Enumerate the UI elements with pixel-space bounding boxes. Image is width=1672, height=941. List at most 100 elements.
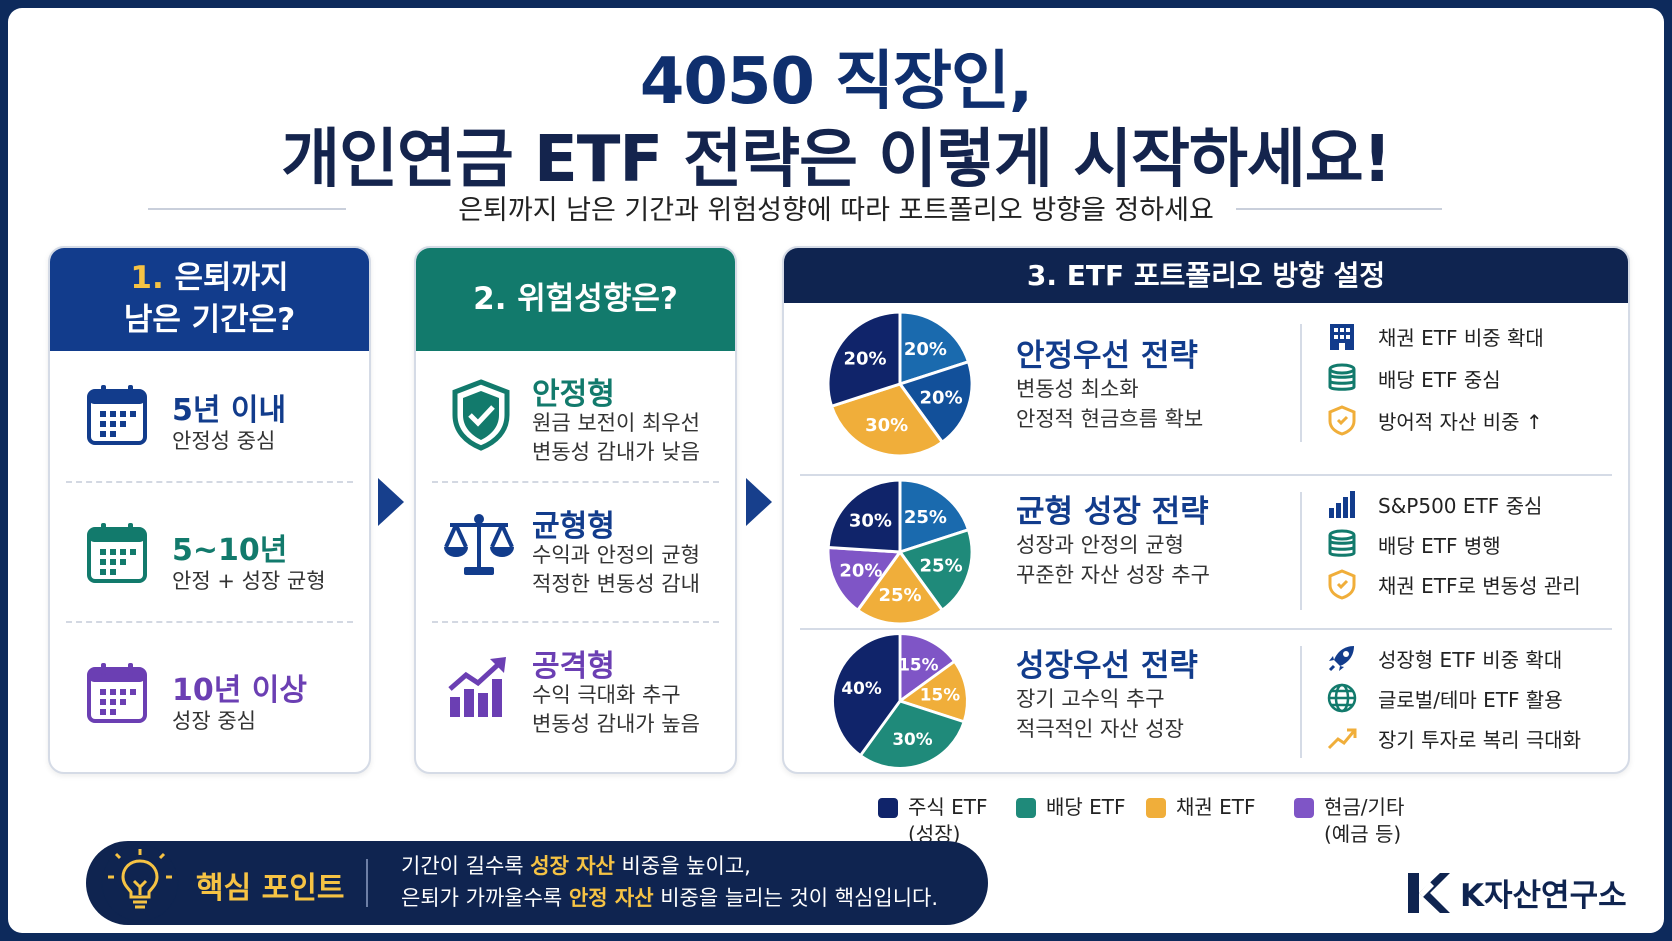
step2-divider-1 [432, 481, 719, 483]
step1-item-2-sub: 안정 + 성장 균형 [172, 569, 326, 593]
step2-item-3-sub2: 변동성 감내가 높음 [532, 712, 700, 737]
arrow-right-icon [378, 478, 404, 526]
step2-item-3: 공격형 수익 극대화 추구 변동성 감내가 높음 [416, 623, 735, 772]
step1-header-line2: 남은 기간은? [123, 301, 296, 338]
pie-slice-label: 30% [849, 511, 892, 532]
strategy-2-desc: 성장과 안정의 균형 꾸준한 자산 성장 추구 [1016, 530, 1210, 591]
keypoint-label: 핵심 포인트 [196, 871, 345, 906]
coin-stack-icon [1328, 529, 1356, 557]
strategy-3-desc: 장기 고수익 추구 적극적인 자산 성장 [1016, 684, 1184, 745]
strategy-1-bullet-3-text: 방어적 자산 비중 ↑ [1378, 409, 1543, 434]
pie-slice-label: 25% [878, 585, 921, 606]
legend-item-1-line1: 주식 ETF [908, 795, 988, 819]
step1-item-1-title: 5년 이내 [172, 393, 287, 428]
step1-header-line1: 은퇴까지 [174, 259, 289, 296]
strategy-2-bullet-1-text: S&P500 ETF 중심 [1378, 493, 1543, 518]
pie-slice-label: 20% [844, 349, 887, 370]
strategy-3-bullet-2-text: 글로벌/테마 ETF 활용 [1378, 687, 1563, 712]
pie-slice [898, 632, 957, 704]
pie-slice [826, 545, 903, 613]
subtitle: 은퇴까지 남은 기간과 위험성향에 따라 포트폴리오 방향을 정하세요 [458, 195, 1214, 226]
pie-slice [826, 478, 902, 554]
legend-item-2-line1: 배당 ETF [1046, 795, 1126, 819]
trend-up-icon [1327, 728, 1357, 750]
keypoint-line2-highlight: 안정 자산 [568, 885, 654, 910]
shield-check-icon [452, 379, 510, 451]
pie-slice [858, 699, 966, 770]
keypoint-line1-pre: 기간이 길수록 [401, 854, 531, 878]
strategy-2-bullet-3-text: 채권 ETF로 변동성 관리 [1378, 573, 1581, 598]
globe-icon [1327, 683, 1357, 713]
strategy-1-desc2: 안정적 현금흐름 확보 [1016, 407, 1204, 432]
strategy-2-vline [1300, 492, 1302, 610]
step2-item-1: 안정형 원금 보전이 최우선 변동성 감내가 낮음 [416, 351, 735, 481]
strategy-3-bullet-2: 글로벌/테마 ETF 활용 [1324, 682, 1563, 714]
strategy-2-bullet-2: 배당 ETF 병행 [1324, 528, 1501, 560]
step2-item-2-sub2: 적정한 변동성 감내 [532, 572, 700, 597]
strategy-3-desc1: 장기 고수익 추구 [1016, 687, 1165, 711]
legend-item-3: 채권 ETF [1146, 794, 1256, 821]
strategy-3-title: 성장우선 전략 [1016, 648, 1198, 684]
pie-slice-label: 15% [898, 655, 938, 675]
keypoint-box: 핵심 포인트 기간이 길수록 성장 자산 비중을 높이고, 은퇴가 가까울수록 … [86, 841, 988, 925]
growth-chart-icon [448, 657, 506, 717]
pie-chart-stable: 20% 20% 30% 20% [826, 310, 974, 458]
strategy-2-bullet-1: S&P500 ETF 중심 [1324, 488, 1542, 520]
step1-item-3: 10년 이상 성장 중심 [50, 623, 369, 772]
subtitle-line-left [148, 208, 346, 210]
pie-slice-label: 20% [904, 339, 947, 360]
legend-swatch-4 [1294, 798, 1314, 818]
strategy-3-bullet-3-text: 장기 투자로 복리 극대화 [1378, 727, 1582, 752]
k-logo-icon [1408, 872, 1450, 913]
pie-slice-label: 40% [841, 678, 881, 698]
pie-slice-label: 25% [904, 507, 947, 528]
step2-item-3-sub1: 수익 극대화 추구 [532, 683, 681, 707]
calendar-icon [87, 663, 147, 723]
strategy-1-desc: 변동성 최소화 안정적 현금흐름 확보 [1016, 374, 1203, 435]
title-line-2: 개인연금 ETF 전략은 이렇게 시작하세요! [281, 123, 1392, 197]
keypoint-line2-pre: 은퇴가 가까울수록 [401, 885, 569, 910]
pie-slice-label: 20% [839, 560, 882, 581]
strategy-3-bullet-1: 성장형 ETF 비중 확대 [1324, 642, 1562, 674]
step3-header: 3. ETF 포트폴리오 방향 설정 [784, 248, 1628, 303]
keypoint-line1-post: 비중을 높이고, [614, 854, 751, 878]
strategy-2-title: 균형 성장 전략 [1016, 494, 1209, 530]
calendar-icon [87, 523, 147, 583]
strategy-2-desc2: 꾸준한 자산 성장 추구 [1016, 563, 1210, 588]
step1-item-1: 5년 이내 안정성 중심 [50, 351, 369, 481]
step2-item-1-title: 안정형 [532, 377, 615, 412]
strategy-separator-2 [800, 628, 1612, 630]
step1-item-2: 5~10년 안정 + 성장 균형 [50, 483, 369, 621]
step1-header: 1. 은퇴까지 남은 기간은? [50, 248, 369, 351]
strategy-1-desc1: 변동성 최소화 [1016, 377, 1139, 401]
building-icon [1330, 324, 1354, 350]
strategy-1-bullet-2: 배당 ETF 중심 [1324, 362, 1501, 394]
legend-item-4: 현금/기타 (예금 등) [1294, 794, 1404, 848]
strategy-1-bullet-1-text: 채권 ETF 비중 확대 [1378, 325, 1544, 350]
step1-divider-1 [66, 481, 353, 483]
step1-item-1-sub: 안정성 중심 [172, 429, 276, 453]
strategy-1-bullet-2-text: 배당 ETF 중심 [1378, 367, 1501, 392]
pie-slice [826, 310, 902, 409]
lightbulb-icon [101, 844, 179, 922]
step2-header: 2. 위험성향은? [416, 248, 735, 351]
step2-item-1-sub2: 변동성 감내가 낮음 [532, 440, 700, 465]
step1-item-2-title: 5~10년 [172, 533, 288, 568]
pie-slice [896, 659, 969, 724]
step1-header-num: 1. [130, 259, 164, 296]
brand-name: K자산연구소 [1460, 878, 1627, 914]
keypoint-line2-post: 비중을 늘리는 것이 핵심입니다. [653, 885, 939, 910]
coin-stack-icon [1328, 363, 1356, 391]
legend-item-3-line1: 채권 ETF [1176, 795, 1256, 819]
step2-panel: 2. 위험성향은? 안정형 원금 보전이 최우선 변동성 감내가 낮음 [414, 246, 737, 774]
legend-item-4-line1: 현금/기타 [1324, 795, 1405, 819]
legend-item-4-line2: (예금 등) [1324, 822, 1402, 846]
step1-divider-2 [66, 621, 353, 623]
balance-scale-icon [444, 514, 514, 575]
pie-chart-growth: 15% 15% 30% 40% [831, 632, 969, 770]
brand-logo: K자산연구소 [1406, 870, 1627, 915]
step1-panel: 1. 은퇴까지 남은 기간은? 5년 이내 안정성 중심 5~1 [48, 246, 371, 774]
step2-item-2-sub: 수익과 안정의 균형 적정한 변동성 감내 [532, 541, 700, 600]
strategy-1-bullet-3: 방어적 자산 비중 ↑ [1324, 404, 1543, 436]
step1-item-3-title: 10년 이상 [172, 673, 307, 708]
